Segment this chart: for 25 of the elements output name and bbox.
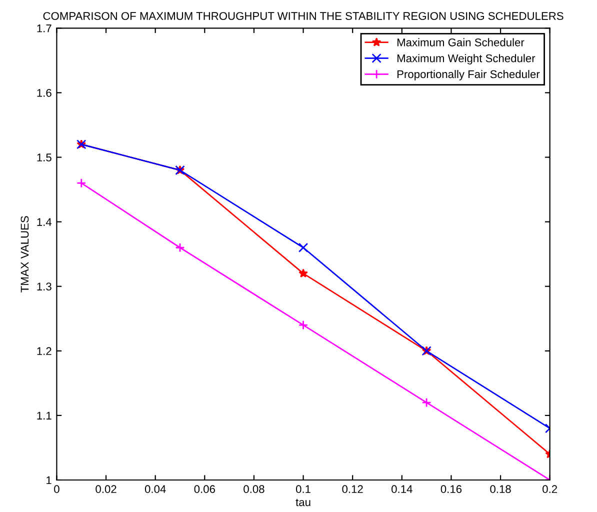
x-tick-label: 0.02 [96,485,116,494]
x-tick-label: 0 [54,485,60,494]
y-axis-title: TMAX VALUES [20,216,29,292]
x-tick-label: 0.2 [542,485,558,494]
y-tick-label: 1 [46,476,52,484]
x-tick-label: 0.18 [490,485,511,494]
y-tick-label: 1.2 [37,347,52,355]
x-tick-label: 0.1 [296,485,310,494]
legend-label: Maximum Weight Scheduler [397,54,536,64]
y-tick-label: 1.4 [37,218,52,226]
chart-title: COMPARISON OF MAXIMUM THROUGHPUT WITHIN THE STABILITY REGION USING SCHEDULERS [43,12,564,20]
x-tick-label: 0.06 [194,485,215,494]
y-tick-label: 1.6 [37,88,52,97]
y-tick-label: 1.1 [37,412,52,420]
y-tick-label: 1.5 [37,154,52,162]
x-tick-label: 0.14 [392,485,412,494]
x-axis-title: tau [296,498,310,506]
x-tick-label: 0.12 [342,485,363,494]
y-tick-label: 1.3 [37,282,52,290]
x-tick-label: 0.08 [244,485,264,494]
x-tick-label: 0.16 [440,485,462,494]
legend-label: Maximum Gain Scheduler [397,38,524,46]
x-tick-label: 0.04 [144,485,166,494]
legend-label: Proportionally Fair Scheduler [397,70,540,80]
y-tick-label: 1.7 [37,24,52,32]
